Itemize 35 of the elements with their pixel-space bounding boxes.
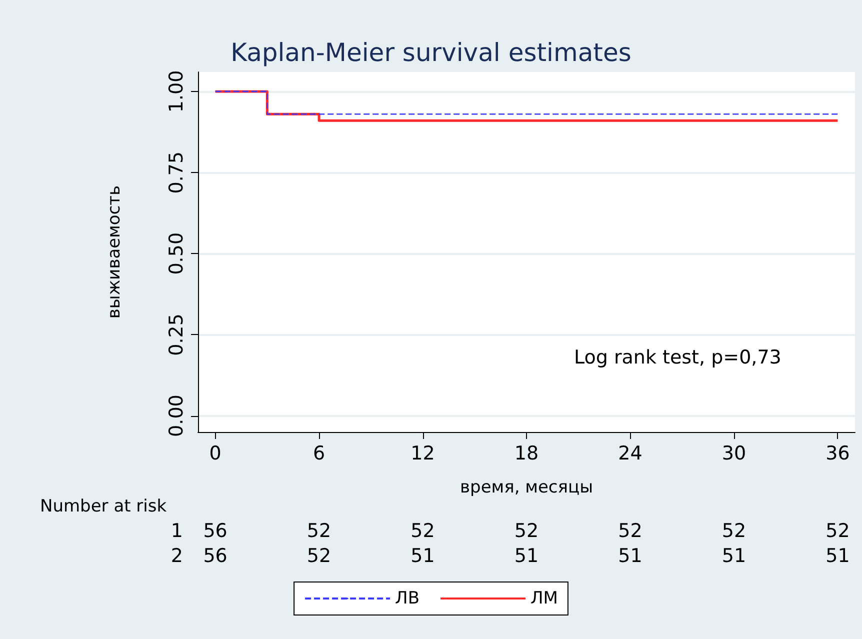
text: 52 xyxy=(618,520,642,542)
x-tick-label: 6 xyxy=(312,442,326,464)
y-tick-label: 0.00 xyxy=(166,394,188,437)
text: 52 xyxy=(306,520,332,542)
legend-label: ЛМ xyxy=(530,588,558,608)
x-tick-label: 18 xyxy=(514,442,539,464)
text: 52 xyxy=(722,520,746,542)
x-tick-label: 12 xyxy=(410,442,435,464)
y-tick-label: 0.75 xyxy=(166,151,188,194)
legend-label: ЛВ xyxy=(395,588,420,608)
text: 52 xyxy=(410,520,435,542)
x-tick-label: 36 xyxy=(826,442,850,464)
text: Number at risk xyxy=(40,496,167,516)
annotation: Log rank test, p=0,73 xyxy=(574,346,782,368)
text: 52 xyxy=(514,520,539,542)
y-tick-label: 0.25 xyxy=(166,314,188,356)
x-tick-label: 0 xyxy=(209,442,222,464)
text: 51 xyxy=(410,545,435,567)
text: 51 xyxy=(514,545,539,567)
text: 56 xyxy=(203,520,228,542)
text: 52 xyxy=(306,545,332,567)
text: 51 xyxy=(722,545,746,567)
text: 2 xyxy=(170,545,183,567)
y-tick-label: 1.00 xyxy=(166,70,188,113)
x-tick-label: 30 xyxy=(722,442,746,464)
x-axis-title: время, месяцы xyxy=(460,478,593,498)
chart-title: Kaplan-Meier survival estimates xyxy=(230,38,632,67)
text: 52 xyxy=(826,520,850,542)
text: 51 xyxy=(618,545,642,567)
text: 1 xyxy=(170,520,183,542)
text: 56 xyxy=(203,545,228,567)
y-tick-label: 0.50 xyxy=(166,232,188,275)
y-axis-title: выживаемость xyxy=(104,185,124,319)
text: 51 xyxy=(826,545,850,567)
x-tick-label: 24 xyxy=(618,442,642,464)
